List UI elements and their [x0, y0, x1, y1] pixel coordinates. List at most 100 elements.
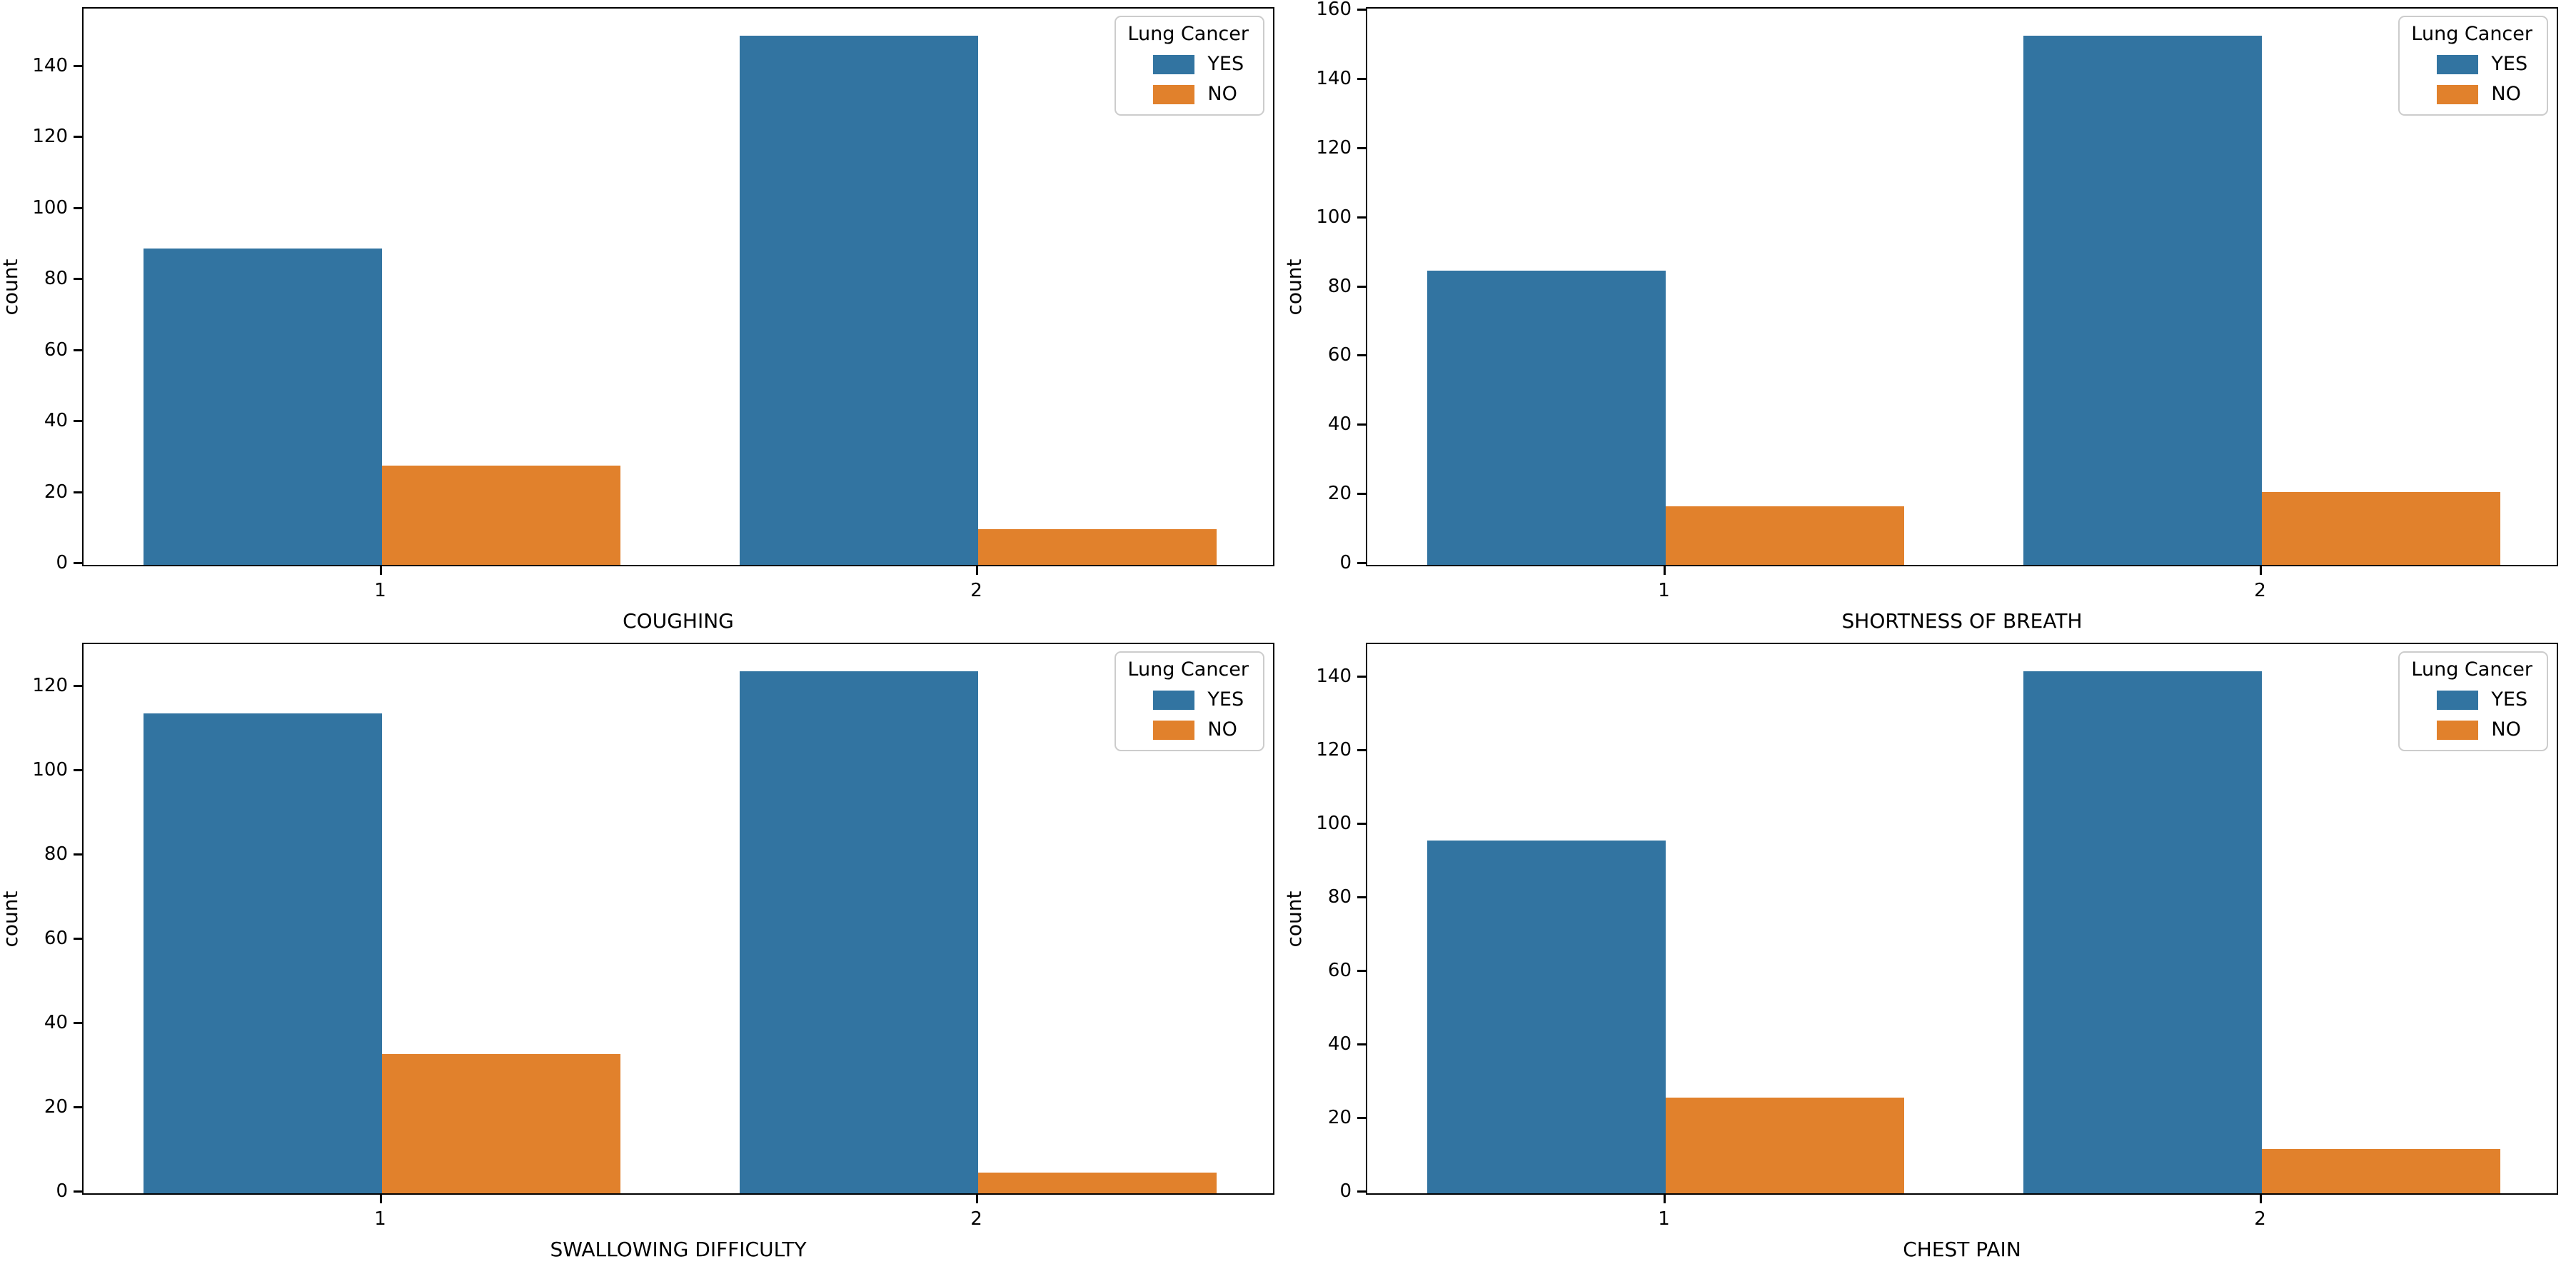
- legend-label: YES: [1207, 688, 1244, 711]
- y-tick-label: 80: [44, 268, 68, 290]
- y-tick-mark: [1357, 822, 1366, 825]
- y-tick-label: 80: [1327, 275, 1352, 297]
- x-tick-label: 1: [1658, 1208, 1670, 1230]
- y-tick-label: 20: [44, 481, 68, 503]
- legend-label: NO: [2491, 718, 2521, 741]
- legend-entry-no: NO: [2411, 83, 2532, 106]
- y-tick-mark: [74, 1106, 82, 1109]
- x-tick-label: 2: [970, 580, 982, 601]
- y-tick-label: 20: [1327, 483, 1352, 505]
- y-tick-mark: [1357, 1043, 1366, 1045]
- x-tick-label: 1: [374, 1208, 386, 1230]
- y-tick-label: 160: [1316, 0, 1352, 21]
- y-tick-label: 100: [1316, 812, 1352, 834]
- bar-no-x2: [977, 529, 1217, 565]
- y-tick-mark: [1357, 562, 1366, 564]
- legend-label: NO: [1207, 718, 1237, 741]
- y-tick-label: 80: [1327, 886, 1352, 908]
- plot-area: [1366, 643, 2558, 1195]
- bar-yes-x1: [143, 249, 382, 565]
- x-axis-label: COUGHING: [623, 609, 734, 633]
- legend: Lung Cancer YES NO: [1115, 16, 1264, 116]
- legend-swatch-yes: [1153, 54, 1195, 74]
- bar-yes-x1: [1427, 271, 1666, 565]
- bar-no-x2: [977, 1172, 1217, 1193]
- y-tick-mark: [74, 348, 82, 351]
- legend-swatch-yes: [2437, 690, 2479, 710]
- y-tick-mark: [74, 491, 82, 493]
- y-tick-label: 140: [32, 54, 68, 76]
- y-tick-label: 120: [1316, 136, 1352, 159]
- y-tick-label: 120: [1316, 738, 1352, 761]
- y-tick-label: 140: [1316, 665, 1352, 687]
- y-tick-mark: [1357, 675, 1366, 678]
- y-tick-label: 60: [44, 338, 68, 361]
- legend-swatch-no: [2437, 84, 2479, 104]
- y-tick-label: 0: [56, 1180, 68, 1202]
- x-tick-mark: [975, 1195, 978, 1203]
- y-tick-mark: [1357, 216, 1366, 219]
- y-tick-mark: [1357, 78, 1366, 80]
- y-tick-mark: [1357, 1190, 1366, 1193]
- y-tick-mark: [1357, 896, 1366, 898]
- legend-title: Lung Cancer: [2411, 23, 2532, 45]
- legend-entry-yes: YES: [1127, 53, 1249, 76]
- y-tick-label: 0: [56, 552, 68, 573]
- x-tick-label: 1: [1658, 580, 1670, 601]
- y-tick-label: 100: [32, 196, 68, 219]
- legend-label: NO: [1207, 83, 1237, 105]
- y-tick-label: 120: [32, 675, 68, 697]
- legend-swatch-no: [2437, 720, 2479, 740]
- y-tick-label: 100: [32, 759, 68, 781]
- y-tick-mark: [74, 1190, 82, 1193]
- y-tick-mark: [1357, 748, 1366, 751]
- legend-label: NO: [2491, 83, 2521, 105]
- plot-area: [1366, 7, 2558, 566]
- bar-yes-x2: [739, 671, 978, 1193]
- y-tick-label: 120: [32, 126, 68, 148]
- legend-entry-yes: YES: [2411, 53, 2532, 76]
- bar-yes-x1: [1427, 840, 1666, 1193]
- x-tick-mark: [379, 566, 382, 575]
- bar-no-x1: [381, 1054, 620, 1193]
- x-tick-mark: [1663, 566, 1666, 575]
- y-tick-mark: [1357, 354, 1366, 357]
- y-tick-mark: [74, 136, 82, 139]
- legend-label: YES: [1207, 53, 1244, 75]
- x-axis-label: SHORTNESS OF BREATH: [1841, 609, 2083, 633]
- legend-label: YES: [2491, 53, 2528, 75]
- legend-entry-yes: YES: [1127, 688, 1249, 711]
- bar-yes-x1: [143, 713, 382, 1193]
- y-tick-mark: [1357, 493, 1366, 496]
- y-tick-label: 20: [1327, 1106, 1352, 1128]
- y-tick-label: 60: [1327, 344, 1352, 366]
- bar-no-x1: [1665, 506, 1904, 565]
- bar-no-x1: [1665, 1098, 1904, 1193]
- x-tick-label: 2: [2254, 580, 2266, 601]
- y-tick-mark: [74, 562, 82, 564]
- legend-entry-no: NO: [1127, 718, 1249, 741]
- y-tick-label: 0: [1339, 1180, 1352, 1202]
- x-tick-label: 2: [970, 1208, 982, 1230]
- y-tick-label: 80: [44, 843, 68, 866]
- x-axis-label: SWALLOWING DIFFICULTY: [550, 1238, 807, 1261]
- y-tick-label: 0: [1339, 552, 1352, 573]
- y-tick-mark: [1357, 9, 1366, 11]
- y-tick-label: 60: [44, 928, 68, 950]
- x-tick-mark: [1663, 1195, 1666, 1203]
- y-tick-label: 40: [44, 410, 68, 432]
- x-tick-label: 1: [374, 580, 386, 601]
- y-tick-label: 40: [1327, 1033, 1352, 1055]
- y-tick-mark: [1357, 285, 1366, 288]
- x-axis-label: CHEST PAIN: [1903, 1238, 2021, 1261]
- bar-no-x2: [2261, 492, 2500, 565]
- y-tick-label: 140: [1316, 68, 1352, 89]
- legend-entry-no: NO: [2411, 718, 2532, 741]
- x-tick-mark: [2259, 566, 2262, 575]
- y-tick-mark: [1357, 969, 1366, 972]
- y-tick-mark: [1357, 146, 1366, 149]
